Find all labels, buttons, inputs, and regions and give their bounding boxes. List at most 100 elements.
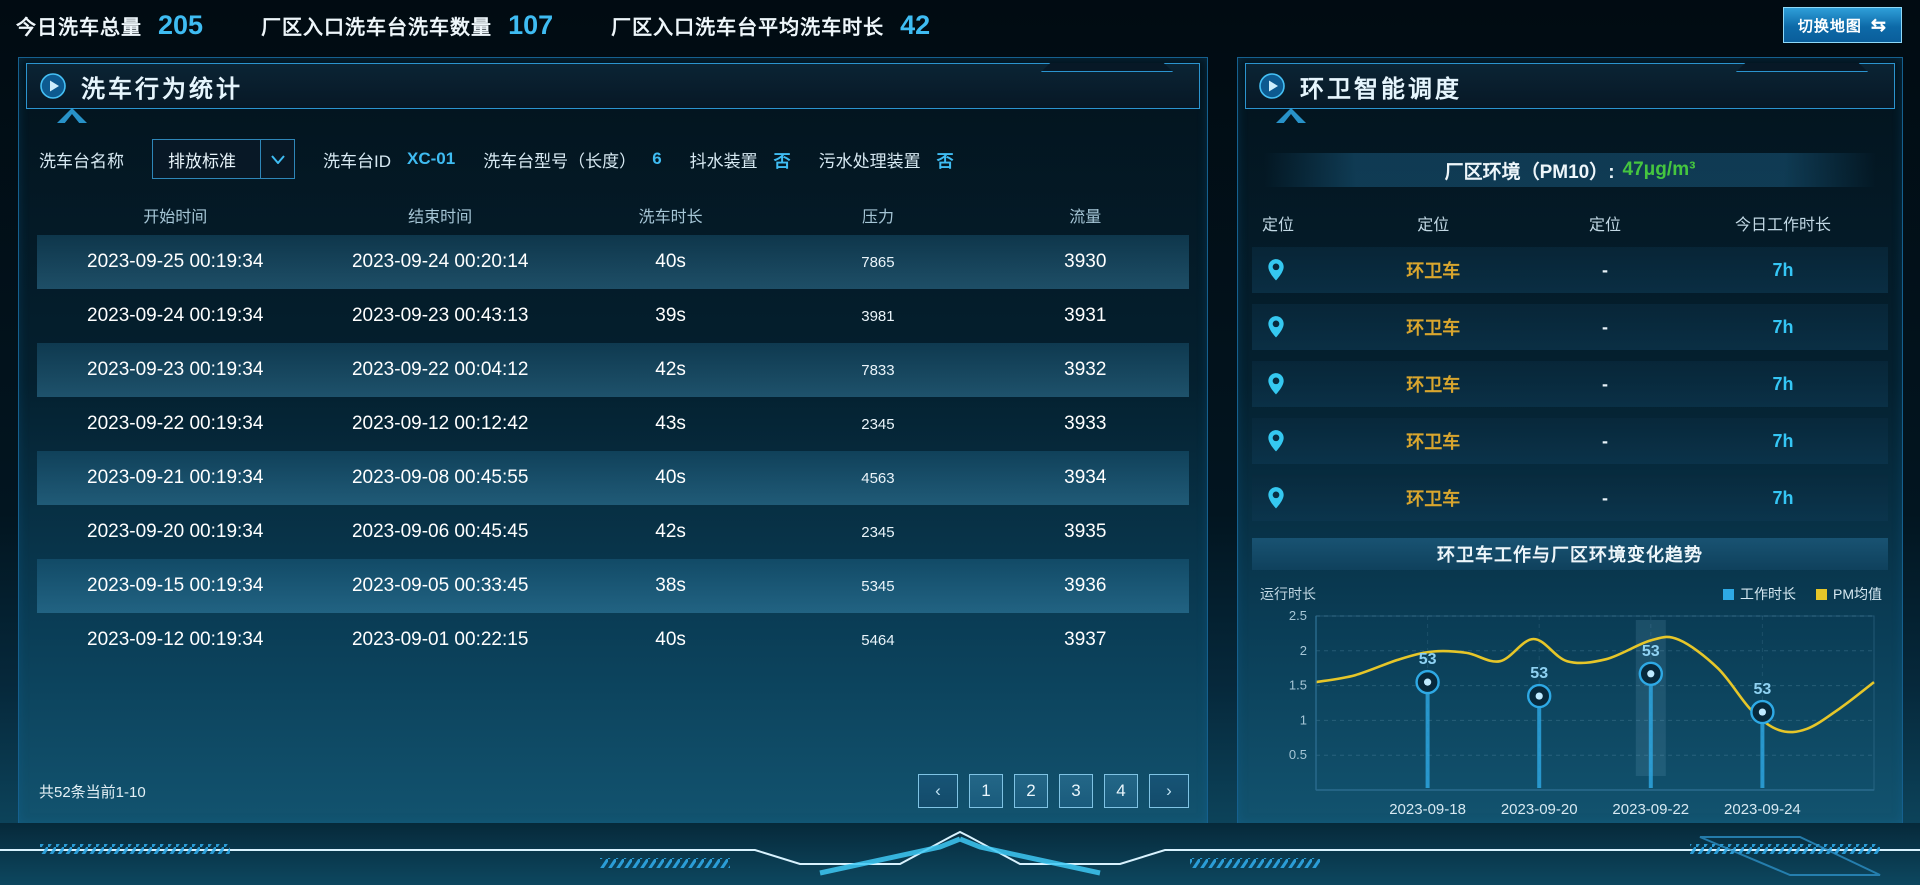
station-name-select[interactable]: 排放标准 — [152, 139, 295, 179]
prev-page-button[interactable]: ‹ — [918, 774, 958, 808]
stat-value: 205 — [158, 9, 204, 40]
table-cell: 40s — [655, 251, 686, 272]
topbar-stats: 今日洗车总量 205 厂区入口洗车台洗车数量 107 厂区入口洗车台平均洗车时长 42 — [16, 10, 930, 41]
table-cell: 2023-09-05 00:33:45 — [351, 575, 529, 596]
table-cell: 2023-09-08 00:45:55 — [351, 467, 529, 488]
svg-text:1.5: 1.5 — [1289, 678, 1307, 693]
svg-text:53: 53 — [1642, 643, 1660, 660]
svg-text:0.5: 0.5 — [1289, 747, 1307, 762]
table-row: 2023-09-21 00:19:34 2023-09-08 00:45:55 40… — [37, 451, 1189, 505]
station-id-value: XC-01 — [407, 149, 456, 168]
vehicle-name: 环卫车 — [1406, 432, 1461, 452]
location-pin-icon[interactable] — [1252, 371, 1335, 397]
table-cell: 2345 — [861, 415, 895, 433]
table-cell: 3981 — [861, 307, 895, 325]
legend-item: 工作时长 — [1723, 584, 1796, 604]
header-chevron-decoration — [1276, 108, 1306, 123]
sewage-device-filter: 污水处理装置 否 — [819, 147, 954, 172]
header-chevron-decoration — [57, 108, 87, 123]
table-cell: 3931 — [1064, 305, 1107, 326]
table-cell: 5345 — [861, 577, 895, 595]
table-cell: 3930 — [1064, 251, 1107, 272]
table-cell: 7833 — [861, 361, 895, 379]
trend-chart: 运行时长 工作时长 PM均值 0.5 1 1.5 2 2.5 53 53 53 53 2023-09… — [1250, 576, 1890, 847]
svg-text:2: 2 — [1300, 643, 1307, 658]
table-cell: 42s — [655, 359, 686, 380]
table-cell: 40s — [655, 467, 686, 488]
wash-panel-header: 洗车行为统计 — [26, 63, 1200, 123]
station-name-value: 排放标准 — [168, 151, 236, 171]
svg-text:1: 1 — [1300, 712, 1307, 727]
trend-line-chart: 0.5 1 1.5 2 2.5 53 53 53 53 2023-09-18 2023-09-20 2… — [1289, 608, 1875, 818]
sanitation-panel-header: 环卫智能调度 — [1245, 63, 1895, 123]
pm10-strip: 厂区环境（PM10）: 47μg/m³ — [1264, 153, 1876, 187]
table-cell: 2023-09-21 00:19:34 — [87, 467, 264, 488]
pm10-label: 厂区环境（PM10）: — [1444, 161, 1615, 183]
vehicle-location: - — [1601, 259, 1608, 280]
pagination-summary: 共52条当前1-10 — [39, 783, 146, 801]
switch-map-button[interactable]: 切换地图 ⇆ — [1782, 7, 1902, 43]
table-body: 2023-09-25 00:19:34 2023-09-24 00:20:14 40… — [37, 235, 1189, 667]
table-cell: 2023-09-01 00:22:15 — [351, 629, 529, 650]
table-cell: 2023-09-23 00:43:13 — [351, 305, 529, 326]
table-cell: 40s — [655, 629, 686, 650]
next-page-button[interactable]: › — [1149, 774, 1189, 808]
table-row: 2023-09-22 00:19:34 2023-09-12 00:12:42 43… — [37, 397, 1189, 451]
location-pin-icon[interactable] — [1252, 485, 1335, 511]
vehicle-row: 环卫车 - 7h — [1252, 361, 1888, 407]
page-button[interactable]: 1 — [969, 774, 1003, 808]
station-id-label: 洗车台ID — [323, 151, 391, 171]
shake-device-label: 抖水装置 — [689, 151, 758, 171]
table-cell: 2023-09-22 00:04:12 — [351, 359, 529, 380]
table-cell: 2023-09-25 00:19:34 — [87, 251, 264, 272]
vehicle-location: - — [1601, 487, 1608, 508]
top-stats-bar: 今日洗车总量 205 厂区入口洗车台洗车数量 107 厂区入口洗车台平均洗车时长 42 — [0, 0, 1920, 50]
panel-title: 环卫智能调度 — [1300, 75, 1462, 103]
table-row: 2023-09-25 00:19:34 2023-09-24 00:20:14 40… — [37, 235, 1189, 289]
location-pin-icon[interactable] — [1252, 257, 1335, 283]
station-model-label: 洗车台型号（长度） — [483, 151, 637, 171]
trend-section-title: 环卫车工作与厂区环境变化趋势 — [1252, 538, 1888, 570]
table-cell: 2023-09-12 00:19:34 — [87, 629, 264, 650]
vehicle-name: 环卫车 — [1406, 489, 1461, 509]
wash-records-table: 开始时间 结束时间 洗车时长 压力 流量 2023-09-25 00:19:34 2023… — [37, 195, 1189, 667]
svg-text:53: 53 — [1530, 665, 1548, 682]
page-button[interactable]: 2 — [1014, 774, 1048, 808]
vehicle-location: - — [1601, 373, 1608, 394]
vehicle-work-hours: 7h — [1772, 430, 1794, 451]
table-cell: 2345 — [861, 523, 895, 541]
column-header: 洗车时长 — [638, 209, 703, 226]
legend-swatch-icon — [1816, 588, 1827, 600]
vehicle-row: 环卫车 - 7h — [1252, 304, 1888, 350]
topbar-stat: 厂区入口洗车台洗车数量 107 — [261, 10, 553, 41]
page-button[interactable]: 4 — [1104, 774, 1138, 808]
station-name-label: 洗车台名称 — [39, 151, 124, 171]
vehicle-work-hours: 7h — [1772, 316, 1794, 337]
legend-swatch-icon — [1723, 588, 1734, 600]
location-pin-icon[interactable] — [1252, 314, 1335, 340]
chart-y-axis-title: 运行时长 — [1260, 586, 1316, 602]
stat-label: 厂区入口洗车台平均洗车时长 — [611, 16, 885, 39]
table-cell: 2023-09-22 00:19:34 — [87, 413, 264, 434]
table-row: 2023-09-15 00:19:34 2023-09-05 00:33:45 38… — [37, 559, 1189, 613]
pm10-value: 47μg/m³ — [1622, 159, 1696, 180]
vehicle-table-body: 环卫车 - 7h 环卫车 - 7h 环卫车 - 7h 环卫车 - 7h 环卫车 - 7h — [1252, 247, 1888, 521]
table-cell: 4563 — [861, 469, 895, 487]
table-footer: 共52条当前1-10 ‹ 1 2 3 4 › — [39, 774, 1189, 808]
shake-device-filter: 抖水装置 否 — [690, 147, 791, 172]
table-row: 2023-09-12 00:19:34 2023-09-01 00:22:15 40… — [37, 613, 1189, 667]
legend-label: 工作时长 — [1740, 586, 1796, 602]
sewage-device-label: 污水处理装置 — [818, 151, 921, 171]
vehicle-location: - — [1601, 430, 1608, 451]
table-cell: 7865 — [861, 253, 895, 271]
page-button[interactable]: 3 — [1059, 774, 1093, 808]
location-pin-icon[interactable] — [1252, 428, 1335, 454]
vehicle-table-header: 定位 定位 定位 今日工作时长 — [1252, 211, 1888, 235]
vehicle-name: 环卫车 — [1406, 261, 1461, 281]
table-cell: 39s — [655, 305, 686, 326]
table-cell: 43s — [655, 413, 686, 434]
table-cell: 5464 — [861, 631, 895, 649]
vehicle-name: 环卫车 — [1406, 318, 1461, 338]
column-header: 定位 — [1417, 217, 1450, 234]
